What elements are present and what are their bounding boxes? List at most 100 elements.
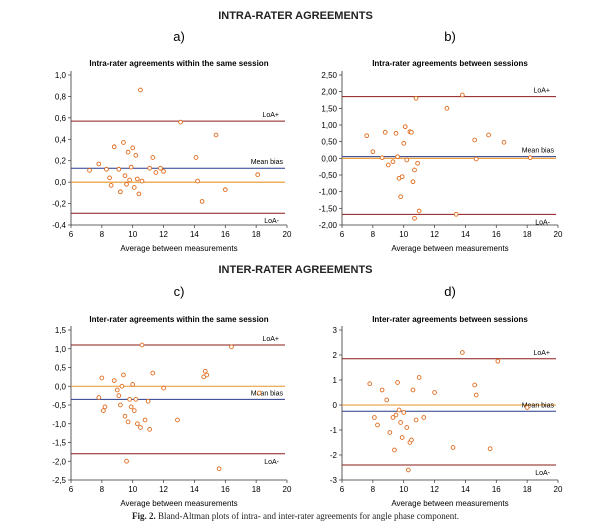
data-point — [138, 425, 143, 430]
data-point — [444, 105, 450, 111]
panel-letter: d) — [444, 284, 456, 299]
data-point — [486, 132, 491, 138]
data-point — [124, 458, 129, 464]
data-point — [379, 387, 385, 393]
x-tick-label: 18 — [523, 230, 532, 239]
y-tick-label: -1,50 — [319, 204, 338, 213]
data-point — [396, 407, 402, 413]
x-tick-label: 14 — [461, 230, 470, 239]
y-tick-label: 1 — [333, 376, 338, 385]
data-point — [398, 420, 403, 425]
data-point — [178, 119, 183, 125]
loa-lower-label: LoA- — [264, 218, 279, 225]
data-point — [108, 183, 114, 188]
y-tick-label: 1,00 — [321, 121, 337, 130]
data-point — [404, 157, 410, 163]
loa-lower-label: LoA- — [264, 459, 279, 466]
data-point — [131, 408, 137, 413]
loa-upper-label: LoA+ — [533, 88, 550, 95]
mean-bias-label: Mean bias — [522, 148, 555, 155]
panel-letter: b) — [444, 29, 456, 44]
x-tick-label: 14 — [190, 485, 199, 494]
data-point — [127, 397, 132, 402]
y-tick-label: -3 — [330, 476, 338, 485]
x-tick-label: 18 — [252, 230, 261, 239]
y-tick-label: 2,50 — [321, 71, 337, 80]
x-tick-label: 16 — [492, 485, 501, 494]
mean-bias-label: Mean bias — [251, 390, 284, 397]
data-point — [136, 191, 142, 197]
y-tick-label: 0,5 — [55, 364, 67, 373]
y-tick-label: 3 — [333, 326, 338, 335]
x-tick-label: 8 — [100, 485, 105, 494]
data-point — [401, 410, 407, 415]
data-point — [139, 342, 145, 348]
x-axis-label: Average between measurements — [120, 499, 237, 508]
data-point — [150, 370, 156, 376]
x-tick-label: 6 — [340, 230, 345, 239]
data-point — [121, 372, 126, 378]
data-point — [131, 185, 137, 190]
data-point — [145, 398, 151, 404]
inter-section-title: INTER-RATER AGREEMENTS — [218, 264, 373, 276]
mean-bias-label: Mean bias — [251, 159, 284, 166]
loa-lower-label: LoA- — [535, 219, 550, 226]
data-point — [111, 378, 117, 383]
data-point — [415, 160, 420, 166]
x-tick-label: 12 — [430, 230, 439, 239]
data-point — [107, 175, 112, 181]
data-point — [395, 380, 400, 385]
x-tick-label: 18 — [252, 485, 261, 494]
data-point — [147, 165, 153, 171]
x-tick-label: 16 — [492, 230, 501, 239]
x-tick-label: 12 — [430, 485, 439, 494]
data-point — [432, 390, 437, 395]
x-tick-label: 20 — [283, 230, 292, 239]
data-point — [413, 95, 419, 101]
data-point — [139, 178, 145, 184]
data-point — [421, 415, 427, 420]
data-point — [256, 390, 262, 396]
x-tick-label: 20 — [554, 485, 563, 494]
data-point — [453, 211, 459, 217]
caption-text: Bland-Altman plots of intra- and inter-r… — [158, 511, 459, 521]
panel-4: d) Inter-rater agreements between session… — [330, 284, 563, 508]
data-point — [158, 165, 163, 171]
data-point — [409, 129, 414, 135]
data-point — [121, 140, 126, 145]
panel-2: b) Intra-rater agreements between session… — [319, 29, 563, 253]
data-point — [393, 130, 399, 136]
data-point — [134, 421, 140, 427]
data-point — [133, 397, 139, 402]
data-point — [128, 164, 134, 170]
data-point — [392, 447, 397, 453]
data-point — [122, 413, 128, 419]
data-point — [416, 375, 422, 380]
data-point — [128, 404, 134, 410]
data-point — [495, 358, 501, 364]
data-point — [124, 181, 129, 187]
data-point — [379, 155, 385, 161]
data-point — [370, 149, 376, 155]
data-point — [404, 425, 410, 430]
data-point — [96, 161, 102, 167]
data-point — [96, 395, 102, 400]
data-point — [125, 149, 131, 155]
data-point — [150, 155, 156, 160]
y-tick-label: -1,5 — [52, 439, 66, 448]
data-point — [375, 422, 380, 428]
x-tick-label: 14 — [190, 230, 199, 239]
data-point — [127, 177, 132, 183]
data-point — [204, 372, 210, 378]
y-tick-label: -2,00 — [319, 221, 338, 230]
data-point — [472, 137, 478, 143]
data-point — [450, 445, 456, 450]
y-tick-label: -1,0 — [52, 420, 66, 429]
data-point — [175, 417, 180, 423]
data-point — [401, 140, 407, 146]
data-point — [487, 446, 493, 452]
data-point — [387, 430, 393, 435]
x-tick-label: 8 — [371, 230, 376, 239]
data-point — [459, 92, 465, 98]
